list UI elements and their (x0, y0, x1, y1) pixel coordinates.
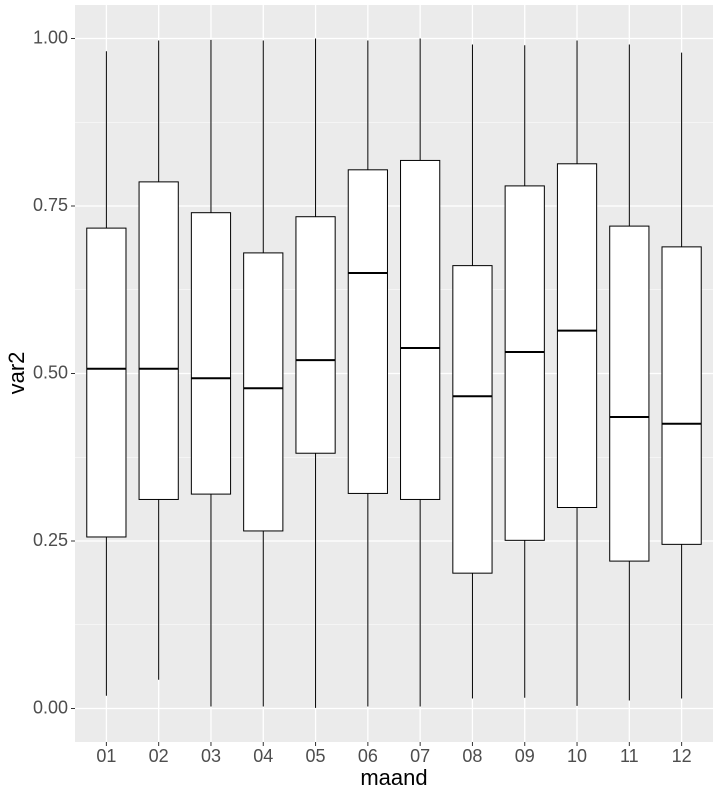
x-tick-label: 12 (672, 746, 692, 766)
x-tick-label: 04 (253, 746, 273, 766)
x-tick-label: 05 (306, 746, 326, 766)
y-axis-title: var2 (4, 352, 29, 395)
box (400, 159, 441, 500)
box (504, 185, 545, 541)
box (243, 252, 284, 532)
box (556, 163, 598, 508)
x-tick-label: 11 (620, 746, 639, 766)
y-tick-label: 1.00 (33, 27, 68, 47)
x-tick-label: 06 (358, 746, 378, 766)
x-tick-label: 01 (96, 746, 116, 766)
y-tick-label: 0.00 (33, 697, 68, 717)
box (452, 265, 493, 574)
y-tick-label: 0.50 (33, 362, 68, 382)
box (190, 212, 232, 495)
box (609, 225, 650, 562)
box (295, 216, 336, 454)
box (347, 169, 388, 494)
x-tick-label: 07 (410, 746, 430, 766)
x-tick-label: 10 (567, 746, 587, 766)
x-axis-title: maand (360, 765, 427, 790)
y-tick-label: 0.25 (33, 530, 68, 550)
box (138, 181, 179, 500)
x-tick-label: 02 (149, 746, 169, 766)
x-tick-label: 03 (201, 746, 221, 766)
y-tick-label: 0.75 (33, 195, 68, 215)
x-tick-label: 09 (515, 746, 535, 766)
box (86, 227, 127, 538)
box (661, 246, 702, 545)
x-tick-label: 08 (462, 746, 482, 766)
